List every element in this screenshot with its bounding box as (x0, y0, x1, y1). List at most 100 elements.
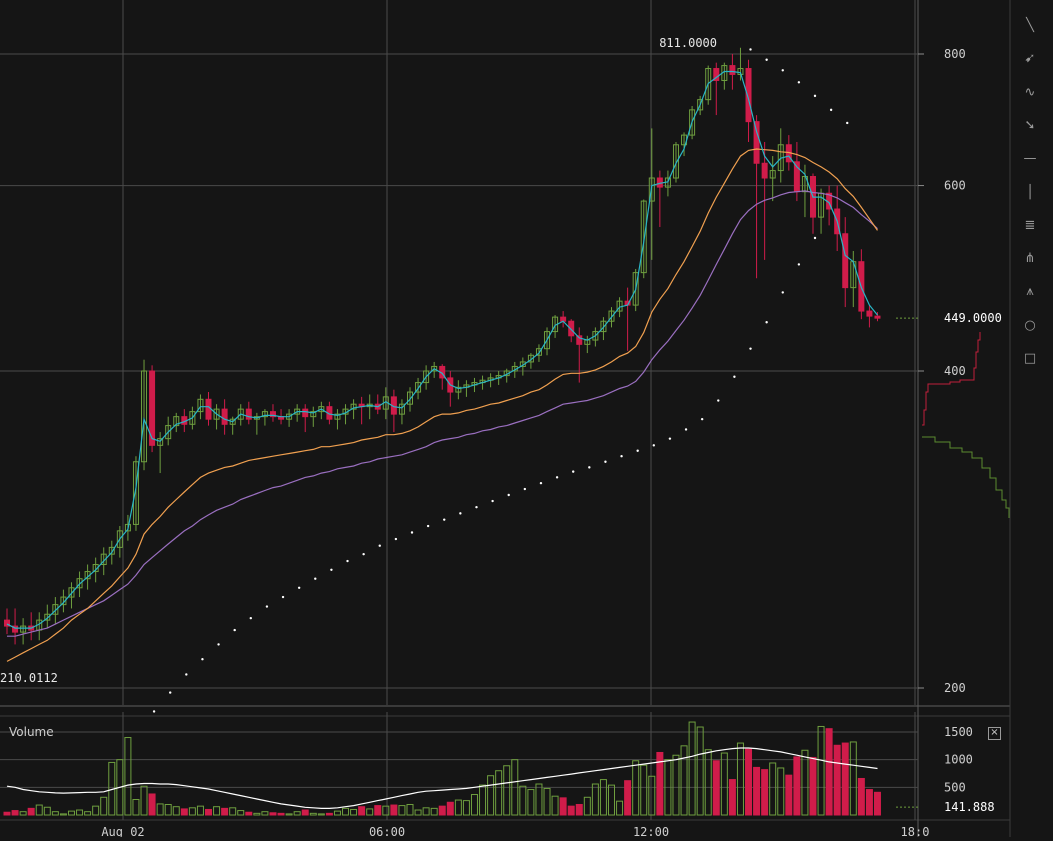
candle-up (334, 413, 341, 420)
volume-bar-down (205, 808, 212, 816)
sar-dot (781, 291, 784, 294)
candle-up (76, 578, 83, 589)
candle-down (12, 625, 19, 633)
volume-bar-up (132, 799, 140, 816)
candle-down (761, 162, 768, 179)
candle-up (535, 348, 542, 356)
sar-dot (749, 48, 752, 51)
volume-bar-up (19, 811, 27, 816)
volume-bar-up (503, 765, 511, 816)
volume-panel-label: Volume (9, 725, 54, 739)
volume-bar-down (374, 805, 382, 816)
sar-dot (668, 437, 672, 440)
pitchfork-tool-icon[interactable]: ⋔ (1024, 251, 1036, 267)
candle-up (165, 425, 172, 440)
price-tick-label: 600 (944, 179, 966, 193)
sar-dot (797, 81, 801, 84)
sar-dot (169, 691, 172, 694)
circle-tool-icon[interactable]: ○ (1024, 317, 1036, 333)
candle-up (398, 403, 405, 415)
volume-bar-up (704, 749, 712, 816)
volume-bar-up (188, 807, 196, 816)
sar-dot (829, 108, 833, 112)
volume-bar-up (382, 805, 390, 816)
volume-bar-up (454, 799, 462, 816)
volume-bar-up (414, 809, 422, 816)
horizontal-line-tool-icon[interactable]: — (1023, 151, 1037, 167)
volume-bar-up (519, 785, 527, 816)
ma-mid-line (6, 148, 878, 662)
candle-up (544, 331, 551, 350)
volume-bar-up (599, 779, 607, 816)
sar-dot (281, 595, 285, 599)
sar-dot (459, 512, 462, 515)
candle-up (100, 553, 107, 566)
volume-bar-down (148, 793, 156, 816)
sar-dot (346, 559, 349, 563)
sar-dot (314, 577, 317, 580)
volume-bar-up (67, 810, 75, 816)
volume-bar-down (3, 811, 11, 816)
candle-down (866, 310, 873, 317)
candle-up (60, 596, 67, 606)
price-tick-label: 800 (944, 47, 966, 61)
volume-bar-up (140, 785, 148, 816)
volume-tick-label: 1000 (944, 753, 973, 767)
sar-dot (636, 449, 639, 452)
trend-line-tool-icon[interactable]: ╲ (1026, 18, 1034, 33)
volume-bar-up (817, 725, 825, 816)
bid-depth-line (922, 332, 981, 426)
volume-bar-down (865, 789, 873, 816)
sar-dot (249, 616, 252, 620)
volume-bar-up (309, 812, 317, 816)
curve-tool-icon[interactable]: ∿ (1024, 84, 1036, 100)
rectangle-tool-icon[interactable]: □ (1023, 351, 1037, 366)
sar-dot (684, 428, 688, 431)
volume-bar-up (543, 787, 551, 816)
volume-bar-up (237, 810, 245, 816)
ma-slow-line (7, 190, 878, 637)
volume-bar-up (551, 795, 559, 816)
fan-tool-icon[interactable]: ⩚ (1026, 284, 1034, 300)
candle-up (261, 411, 268, 418)
volume-bar-up (366, 808, 374, 816)
volume-bar-up (462, 800, 470, 816)
volume-panel-close-button[interactable]: × (988, 727, 1001, 740)
volume-bar-up (769, 762, 777, 816)
volume-bar-down (841, 742, 849, 816)
volume-bar-down (656, 751, 664, 816)
volume-bar-up (124, 737, 132, 816)
parallel-lines-tool-icon[interactable]: ≣ (1024, 217, 1036, 233)
price-tick-label: 400 (944, 364, 966, 378)
volume-bar-up (116, 759, 124, 816)
volume-tick-label: 1500 (944, 725, 973, 739)
volume-bar-down (438, 805, 446, 816)
volume-bar-up (672, 754, 680, 816)
candle-up (197, 398, 204, 413)
sar-dot (443, 518, 446, 521)
candle-up (801, 176, 808, 193)
candle-up (52, 604, 59, 615)
volume-bar-up (293, 811, 301, 816)
vertical-line-tool-icon[interactable]: │ (1026, 184, 1034, 200)
candle-up (632, 272, 639, 306)
ma-fast-line (6, 70, 878, 629)
sar-dot (749, 347, 752, 350)
candle-up (407, 391, 413, 405)
arrow-tool-icon[interactable]: ➘ (1024, 117, 1036, 133)
candle-down (221, 408, 228, 425)
volume-bar-up (736, 742, 744, 816)
volume-bar-down (269, 812, 277, 816)
volume-bar-down (624, 780, 632, 816)
candle-down (4, 619, 10, 627)
sar-dot (265, 605, 269, 608)
candle-up (132, 461, 139, 525)
ray-tool-icon[interactable]: ➹ (1024, 51, 1036, 67)
volume-bar-up (406, 803, 414, 816)
volume-bar-down (301, 809, 309, 816)
sar-dot (410, 531, 414, 534)
volume-bar-down (446, 801, 454, 816)
